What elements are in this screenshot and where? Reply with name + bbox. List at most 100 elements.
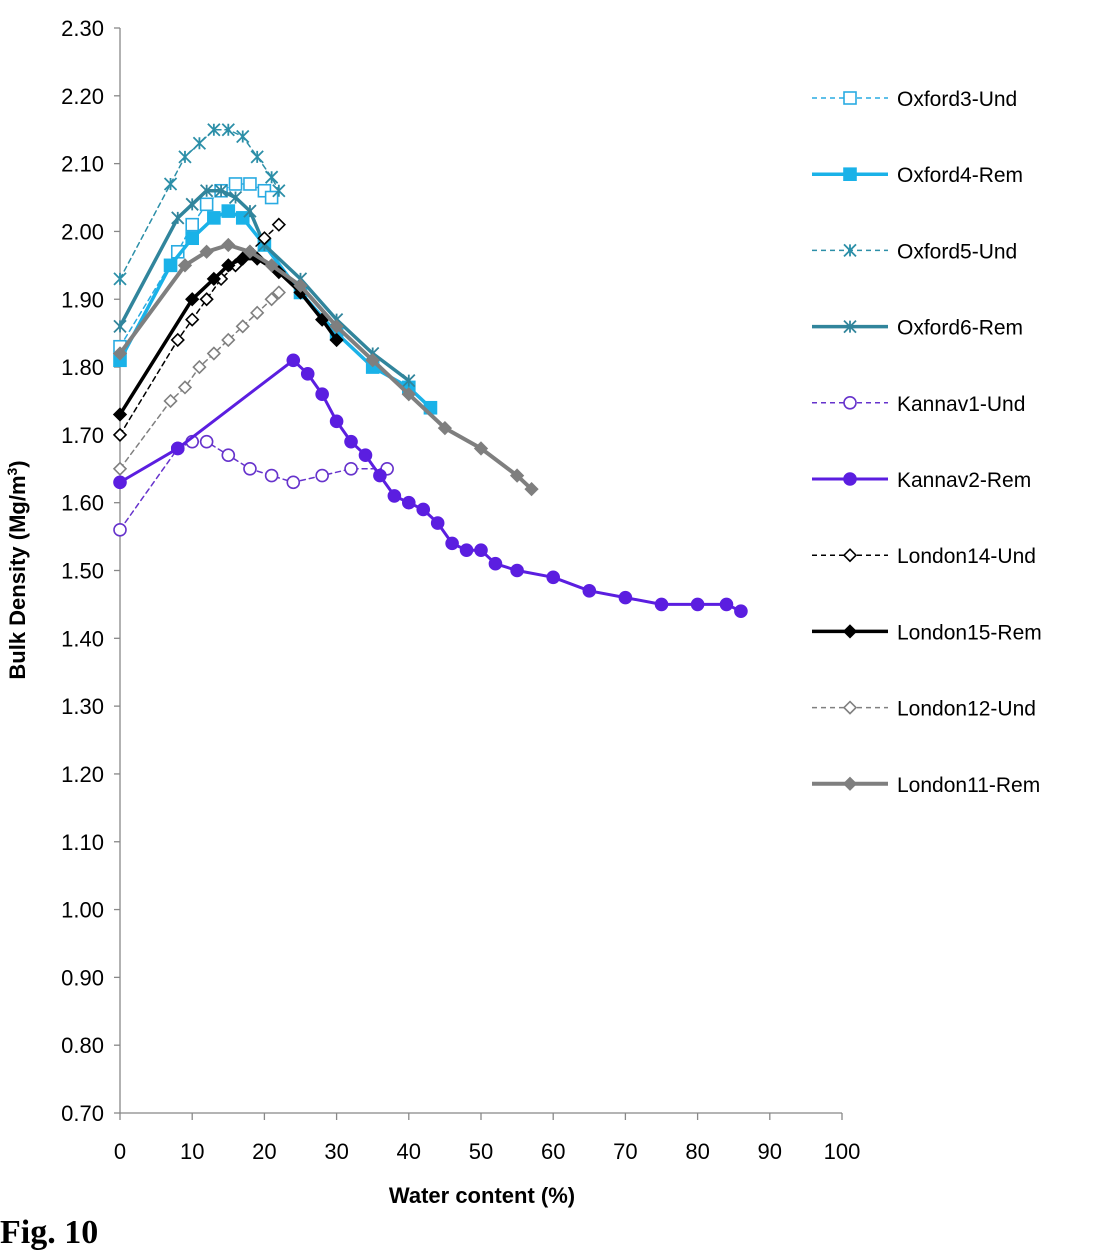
data-point (163, 258, 178, 273)
data-point (510, 563, 524, 578)
legend-item: Kannav1-Und (812, 393, 1025, 416)
data-point (206, 271, 221, 287)
data-point (221, 237, 236, 253)
figure-caption: Fig. 10 (0, 1214, 99, 1251)
data-point (192, 136, 207, 150)
data-point (344, 434, 358, 449)
data-point (300, 367, 315, 381)
x-tick-label: 50 (469, 1139, 493, 1164)
legend-item: London12-Und (812, 698, 1036, 721)
data-point (654, 597, 669, 612)
data-point (243, 204, 257, 218)
data-point (271, 217, 286, 232)
data-point (459, 543, 474, 557)
legend-item: Oxford6-Rem (812, 317, 1023, 340)
data-point (112, 461, 128, 476)
legend-label: London14-Und (897, 545, 1036, 568)
legend-marker (842, 624, 858, 639)
y-tick-label: 1.50 (61, 559, 104, 584)
data-point (387, 489, 402, 503)
data-point (163, 393, 178, 409)
legend-item: Kannav2-Rem (812, 469, 1031, 492)
data-point (200, 184, 214, 198)
data-point (250, 150, 264, 164)
legend-label: London11-Rem (897, 774, 1040, 797)
y-tick-label: 0.90 (61, 965, 104, 990)
series-Kannav1-Und (113, 434, 394, 537)
data-point (473, 441, 489, 456)
series-Kannav2-Rem (113, 353, 748, 618)
data-point (228, 177, 243, 191)
data-point (113, 523, 127, 537)
data-point (214, 184, 228, 198)
data-point (401, 495, 416, 510)
data-point (185, 231, 199, 246)
data-point (235, 251, 250, 266)
data-point (264, 258, 279, 273)
series-Oxford4-Rem (113, 204, 438, 415)
series-Oxford3-Und (113, 177, 279, 354)
data-point (192, 359, 207, 375)
y-tick-label: 1.20 (61, 762, 104, 787)
data-point (286, 353, 301, 368)
legend-marker (843, 472, 857, 486)
data-point (207, 123, 221, 137)
data-point (163, 177, 178, 191)
data-point (221, 204, 236, 218)
data-point (228, 190, 243, 205)
data-point (524, 481, 539, 497)
data-point (264, 468, 279, 483)
data-point (286, 475, 301, 490)
data-point (113, 475, 127, 490)
y-tick-label: 2.00 (61, 219, 104, 244)
data-point (373, 468, 387, 483)
data-point (618, 590, 633, 605)
y-tick-label: 2.20 (61, 84, 104, 109)
data-point (112, 346, 128, 361)
legend-label: Oxford3-Und (897, 88, 1017, 111)
data-point (329, 332, 344, 348)
data-point (199, 244, 214, 259)
x-axis-title: Water content (%) (389, 1183, 575, 1208)
y-tick-label: 1.30 (61, 694, 104, 719)
legend-item: Oxford4-Rem (812, 164, 1023, 187)
data-point (402, 373, 416, 388)
data-point (243, 461, 257, 476)
y-tick-label: 1.00 (61, 898, 104, 923)
data-point (416, 502, 431, 517)
y-tick-label: 1.10 (61, 830, 104, 855)
data-point (199, 292, 214, 307)
data-point (221, 448, 236, 463)
y-tick-label: 1.70 (61, 423, 104, 448)
data-point (257, 231, 272, 246)
y-tick-label: 1.60 (61, 491, 104, 516)
data-point (199, 434, 214, 449)
x-tick-label: 100 (824, 1139, 861, 1164)
data-point (546, 570, 561, 585)
data-point (315, 387, 329, 401)
x-tick-label: 30 (324, 1139, 348, 1164)
legend-marker (843, 319, 857, 334)
legend-item: London11-Rem (812, 774, 1040, 797)
data-point (185, 217, 199, 232)
x-tick-label: 80 (685, 1139, 709, 1164)
legend-marker (842, 776, 858, 791)
data-point (401, 387, 416, 402)
legend-label: London15-Rem (897, 621, 1042, 644)
data-point (474, 543, 488, 557)
data-point (690, 597, 705, 612)
data-point (243, 177, 257, 191)
legend-marker (843, 91, 857, 105)
x-axis-ticks: 0 10 20 30 40 50 60 70 80 90 100 (114, 1113, 860, 1164)
legend: Oxford3-Und Oxford4-Rem Oxford5-Und Oxford6… (812, 88, 1042, 797)
data-point (221, 123, 235, 137)
data-point (271, 285, 286, 300)
data-point (221, 258, 236, 273)
data-point (329, 319, 344, 334)
data-point (221, 332, 236, 348)
data-point (113, 319, 127, 334)
legend-item: London15-Rem (812, 621, 1042, 644)
data-point (236, 129, 250, 144)
data-point (734, 604, 748, 618)
